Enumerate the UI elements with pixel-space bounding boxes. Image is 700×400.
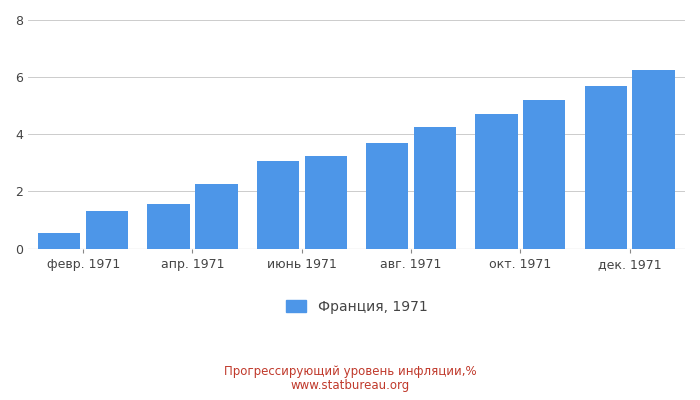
Bar [632,70,675,248]
Bar [257,162,299,248]
Bar [584,86,627,248]
Legend: Франция, 1971: Франция, 1971 [280,294,433,320]
Bar [86,212,128,248]
Bar [475,114,517,248]
Bar [523,100,566,248]
Bar [304,156,347,248]
Text: Прогрессирующий уровень инфляции,%: Прогрессирующий уровень инфляции,% [224,365,476,378]
Text: www.statbureau.org: www.statbureau.org [290,379,410,392]
Bar [195,184,237,248]
Bar [148,204,190,248]
Bar [414,127,456,248]
Bar [366,143,408,248]
Bar [38,233,80,248]
